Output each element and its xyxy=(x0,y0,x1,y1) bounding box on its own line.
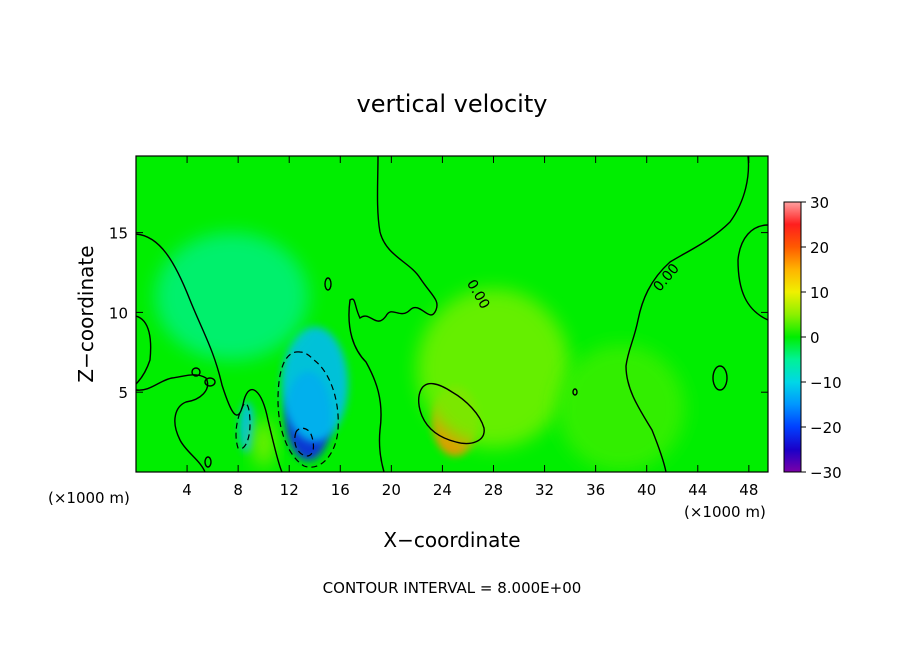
zero-contour-right xyxy=(625,156,750,472)
contour-small-1 xyxy=(324,277,332,291)
contour-small-5 xyxy=(572,388,578,396)
velocity-feature-5 xyxy=(416,288,571,449)
y-tick-label: 5 xyxy=(118,384,128,402)
colorbar-tick-label: 30 xyxy=(810,194,829,212)
velocity-feature-1 xyxy=(281,326,348,442)
x-axis-label: X−coordinate xyxy=(383,528,520,552)
x-unit-right: (×1000 m) xyxy=(684,503,766,521)
contour-negative-16 xyxy=(294,427,315,457)
contour-lines xyxy=(136,156,768,472)
x-tick-label: 32 xyxy=(535,481,554,499)
colorbar-ticks: 30 20 10 0 −10 −20 −30 xyxy=(801,194,842,482)
velocity-feature-2 xyxy=(239,401,255,453)
zero-contour-middle xyxy=(348,156,438,472)
x-tick-label: 8 xyxy=(233,481,243,499)
plot-area xyxy=(136,156,768,472)
velocity-feature-6 xyxy=(253,419,274,468)
zero-contour-wiggle xyxy=(136,374,209,472)
velocity-field xyxy=(155,232,686,472)
x-tick-label: 20 xyxy=(382,481,401,499)
x-tick-label: 28 xyxy=(484,481,503,499)
plot-frame xyxy=(135,155,769,473)
x-axis: 4 8 12 16 20 24 28 32 36 40 44 48 xyxy=(182,156,758,499)
colorbar-tick-label: −30 xyxy=(810,464,842,482)
x-tick-label: 12 xyxy=(280,481,299,499)
colorbar-tick-label: 0 xyxy=(810,329,820,347)
y-tick-label: 10 xyxy=(109,304,128,322)
zero-contour-far-right xyxy=(737,224,768,321)
x-tick-label: 16 xyxy=(331,481,350,499)
contour-lines-negative xyxy=(235,351,339,468)
colorbar-tick-label: −10 xyxy=(810,374,842,392)
velocity-feature-3 xyxy=(155,232,309,361)
contour-small-3 xyxy=(191,367,201,377)
colorbar-tick-label: 20 xyxy=(810,239,829,257)
x-tick-label: 24 xyxy=(433,481,452,499)
contour-small-4 xyxy=(204,377,216,387)
contour-small-2 xyxy=(712,365,728,391)
x-tick-label: 4 xyxy=(182,481,192,499)
y-axis-label: Z−coordinate xyxy=(74,245,98,382)
contour-positive-8 xyxy=(417,383,485,445)
y-axis: 5 10 15 xyxy=(109,225,768,402)
colorbar-tick-label: 10 xyxy=(810,284,829,302)
contour-negative-8 xyxy=(277,351,339,468)
y-tick-label: 15 xyxy=(109,225,128,243)
colorbar: 30 20 10 0 −10 −20 −30 xyxy=(783,194,842,482)
colorbar-tick-label: −20 xyxy=(810,419,842,437)
velocity-feature-7 xyxy=(557,344,686,472)
contour-interval-footer: CONTOUR INTERVAL = 8.000E+00 xyxy=(323,579,582,597)
x-tick-label: 36 xyxy=(586,481,605,499)
x-tick-label: 48 xyxy=(739,481,758,499)
zero-contour-left-lower xyxy=(136,315,152,385)
contour-negative-left xyxy=(235,403,251,450)
chart-title: vertical velocity xyxy=(357,90,548,118)
x-tick-label: 40 xyxy=(637,481,656,499)
zero-contour-left xyxy=(136,233,283,472)
x-tick-label: 44 xyxy=(688,481,707,499)
colorbar-fill xyxy=(783,201,802,473)
contour-small-6 xyxy=(204,456,212,468)
x-unit-left: (×1000 m) xyxy=(48,489,130,507)
